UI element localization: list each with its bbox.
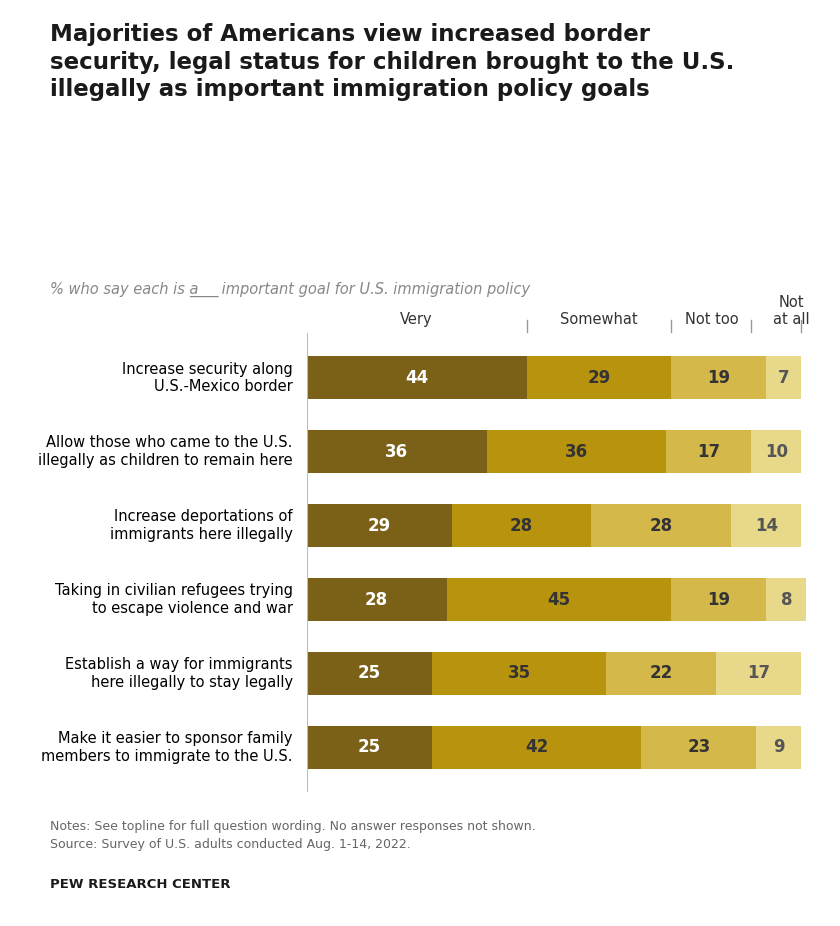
Bar xyxy=(307,652,432,694)
Bar xyxy=(606,652,717,694)
Text: ____: ____ xyxy=(189,282,218,297)
Text: important goal for U.S. immigration policy: important goal for U.S. immigration poli… xyxy=(217,282,530,297)
Text: 35: 35 xyxy=(507,665,531,682)
Bar xyxy=(432,652,606,694)
Text: 7: 7 xyxy=(778,369,790,387)
Text: 45: 45 xyxy=(548,591,570,608)
Text: Notes: See topline for full question wording. No answer responses not shown.
Sou: Notes: See topline for full question wor… xyxy=(50,820,536,850)
Text: Majorities of Americans view increased border
security, legal status for childre: Majorities of Americans view increased b… xyxy=(50,23,735,101)
Bar xyxy=(766,357,801,399)
Bar xyxy=(432,726,642,769)
Bar xyxy=(452,504,591,547)
Text: 28: 28 xyxy=(365,591,388,608)
Bar xyxy=(486,431,666,473)
Text: 17: 17 xyxy=(697,443,721,460)
Text: 42: 42 xyxy=(525,738,549,757)
Text: 44: 44 xyxy=(405,369,428,387)
Text: 10: 10 xyxy=(765,443,788,460)
Bar xyxy=(307,726,432,769)
Text: Not too: Not too xyxy=(685,312,738,328)
Text: Not
at all: Not at all xyxy=(773,295,810,328)
Bar xyxy=(732,504,801,547)
Text: 19: 19 xyxy=(707,591,731,608)
Text: 22: 22 xyxy=(650,665,673,682)
Bar xyxy=(527,357,671,399)
Bar xyxy=(447,578,671,621)
Bar xyxy=(307,357,527,399)
Bar xyxy=(666,431,752,473)
Text: 28: 28 xyxy=(510,517,533,534)
Bar xyxy=(752,431,801,473)
Text: 36: 36 xyxy=(385,443,408,460)
Text: 17: 17 xyxy=(748,665,770,682)
Bar xyxy=(642,726,757,769)
Text: 9: 9 xyxy=(773,738,785,757)
Text: % who say each is a: % who say each is a xyxy=(50,282,203,297)
Bar xyxy=(307,578,447,621)
Bar xyxy=(307,431,486,473)
Bar xyxy=(307,504,452,547)
Text: 29: 29 xyxy=(367,517,391,534)
Text: 29: 29 xyxy=(587,369,611,387)
Text: PEW RESEARCH CENTER: PEW RESEARCH CENTER xyxy=(50,878,231,891)
Bar xyxy=(671,357,766,399)
Text: Somewhat: Somewhat xyxy=(560,312,638,328)
Bar xyxy=(766,578,806,621)
Text: 25: 25 xyxy=(358,738,381,757)
Text: Very: Very xyxy=(400,312,433,328)
Text: 14: 14 xyxy=(755,517,778,534)
Text: 36: 36 xyxy=(565,443,588,460)
Text: 28: 28 xyxy=(650,517,673,534)
Text: 25: 25 xyxy=(358,665,381,682)
Text: 23: 23 xyxy=(687,738,711,757)
Text: 8: 8 xyxy=(780,591,792,608)
Bar xyxy=(671,578,766,621)
Text: 19: 19 xyxy=(707,369,731,387)
Bar xyxy=(717,652,801,694)
Bar xyxy=(591,504,732,547)
Bar xyxy=(757,726,801,769)
